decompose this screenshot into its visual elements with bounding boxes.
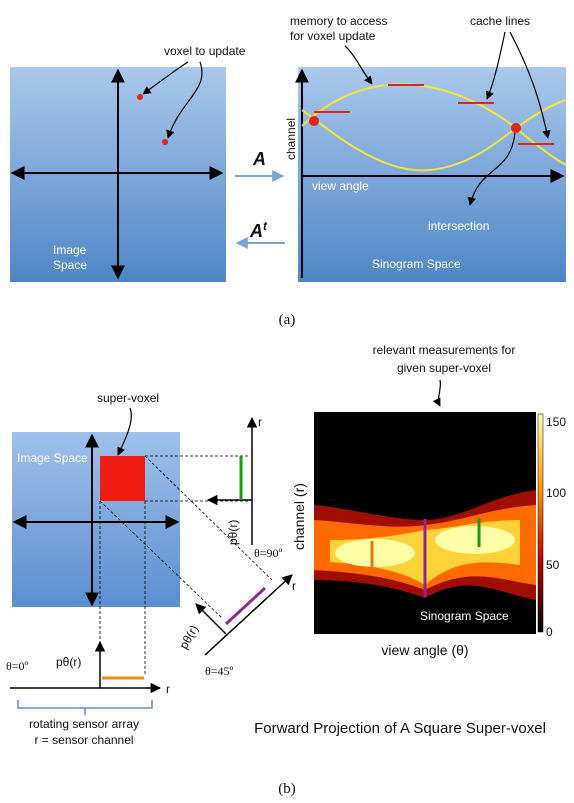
image-space-label-b: Image Space bbox=[17, 451, 88, 465]
sinusoid-1 bbox=[301, 83, 567, 166]
channel-label: channel bbox=[284, 118, 298, 160]
colorbar-tick-150: 150 bbox=[546, 415, 566, 429]
caption-a: (a) bbox=[279, 312, 296, 328]
relevant-label-line1: relevant measurements for bbox=[373, 343, 516, 357]
intersection-arrow bbox=[467, 132, 516, 206]
back-operator-At: At bbox=[249, 219, 268, 241]
super-voxel-arrow bbox=[117, 407, 132, 456]
super-voxel-square bbox=[100, 456, 145, 501]
sensor-array-brace bbox=[17, 700, 153, 715]
view-angle-label: view angle bbox=[312, 179, 369, 193]
r-label-diag: r bbox=[292, 579, 296, 593]
sinogram-space-box-a bbox=[298, 67, 566, 282]
relevant-label-line2: given super-voxel bbox=[397, 361, 491, 375]
p-theta-diag: pθ(r) bbox=[176, 623, 201, 652]
forward-operator-A: A bbox=[252, 149, 266, 169]
colorbar-tick-100: 100 bbox=[546, 486, 566, 500]
sensor45-axis bbox=[204, 574, 293, 656]
image-label-line1: Image bbox=[53, 243, 87, 257]
image-label-line2: Space bbox=[53, 258, 87, 272]
p-theta-bottom: pθ(r) bbox=[56, 655, 81, 669]
theta45-label: θ=45º bbox=[205, 664, 234, 678]
colorbar-tick-50: 50 bbox=[546, 558, 560, 572]
proj45-line-1 bbox=[99, 500, 223, 619]
view-angle-theta-label: view angle (θ) bbox=[381, 642, 468, 658]
colorbar-tick-0: 0 bbox=[546, 625, 553, 639]
sinusoid-2 bbox=[301, 99, 567, 172]
proj45-line-2 bbox=[144, 455, 273, 581]
panel-a: voxel to update Image Space A At channel… bbox=[10, 14, 567, 328]
channel-r-label: channel (r) bbox=[291, 483, 307, 550]
cache-arrow-2 bbox=[509, 31, 551, 139]
p-theta-top: pθ(r) bbox=[226, 520, 240, 545]
sinogram-space-label-b: Sinogram Space bbox=[420, 609, 509, 623]
voxel-to-update-label: voxel to update bbox=[164, 44, 246, 58]
relevant-arrow bbox=[432, 379, 442, 407]
memory-label-line1: memory to access bbox=[290, 14, 387, 28]
voxel-dot-1 bbox=[137, 94, 143, 100]
theta90-label: θ=90º bbox=[254, 546, 283, 560]
caption-b: (b) bbox=[278, 781, 296, 797]
colorbar bbox=[537, 413, 544, 633]
r-label-top: r bbox=[258, 415, 262, 429]
rotating-label-line2: r = sensor channel bbox=[34, 733, 133, 747]
theta0-label: θ=0º bbox=[6, 659, 29, 673]
sinogram-space-label-a: Sinogram Space bbox=[372, 257, 461, 271]
intersection-label: intersection bbox=[428, 219, 489, 233]
rotating-label-line1: rotating sensor array bbox=[29, 717, 139, 731]
r-label-bottom: r bbox=[166, 682, 170, 696]
memory-label-line2: for voxel update bbox=[290, 29, 376, 43]
proj45-bar bbox=[224, 586, 267, 626]
cache-arrow-1 bbox=[486, 31, 506, 100]
memory-arrow bbox=[344, 45, 373, 85]
super-voxel-label: super-voxel bbox=[97, 391, 159, 405]
panel-b: Image Space super-voxel r pθ(r) θ=90º r … bbox=[6, 343, 566, 797]
heat-hot-right bbox=[435, 526, 515, 554]
sensor45-stem bbox=[195, 603, 227, 635]
cache-lines-label: cache lines bbox=[470, 14, 530, 28]
voxel-dot-2 bbox=[162, 139, 168, 145]
intersection-dot-1 bbox=[309, 116, 319, 126]
heat-hot-left bbox=[335, 539, 415, 567]
voxel-arrow-1 bbox=[142, 61, 189, 95]
intersection-dot-2 bbox=[511, 123, 521, 133]
voxel-arrow-2 bbox=[166, 61, 203, 139]
panel-b-title: Forward Projection of A Square Super-vox… bbox=[254, 720, 546, 737]
